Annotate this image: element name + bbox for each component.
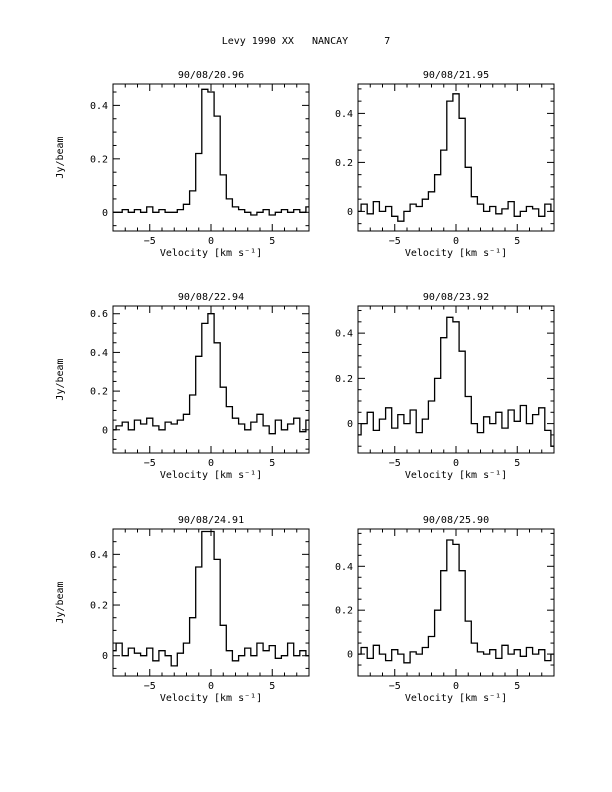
x-tick-label: 0 [208,681,214,692]
plot-frame [357,83,555,232]
y-tick-label: 0 [347,207,353,218]
x-tick-label: −5 [389,458,401,469]
x-tick-label: −5 [389,681,401,692]
spectrum-panel-2: 90/08/21.95 −5 0 5 0 0.2 0.4 Velocity [km s⁻¹] [335,70,555,259]
panel-title: 90/08/22.94 [178,292,244,303]
x-tick-label: −5 [144,458,156,469]
spectrum-panel-6: 90/08/25.90 −5 0 5 0 0.2 0.4 Velocity [km s⁻¹] [335,515,555,704]
page-title: Levy 1990 XX NANCAY 7 [221,36,391,47]
x-tick-label: 5 [514,681,520,692]
spectrum-line [113,88,309,216]
plot-frame [112,528,310,677]
y-tick-label: 0.4 [90,101,108,112]
y-tick-label: 0 [347,419,353,430]
spectrum-panel-5: 90/08/24.91 −5 0 5 0 0.2 0.4 Velocity [km s⁻¹] J… [55,515,310,704]
panel-title: 90/08/21.95 [423,70,489,81]
spectrum-line [358,93,554,222]
x-tick-label: 0 [453,681,459,692]
x-tick-label: 5 [514,236,520,247]
y-tick-label: 0.2 [90,154,108,165]
x-axis-label: Velocity [km s⁻¹] [405,693,507,704]
x-tick-label: 0 [453,458,459,469]
x-tick-label: −5 [144,681,156,692]
x-axis-label: Velocity [km s⁻¹] [160,470,262,481]
panel-title: 90/08/23.92 [423,292,489,303]
spectrum-line [358,316,554,447]
y-tick-label: 0 [347,650,353,661]
y-tick-label: 0.2 [335,606,353,617]
x-tick-label: 0 [208,236,214,247]
x-axis-label: Velocity [km s⁻¹] [160,248,262,259]
y-axis-label: Jy/beam [55,358,66,400]
x-axis-label: Velocity [km s⁻¹] [405,470,507,481]
y-tick-label: 0 [102,651,108,662]
x-axis-label: Velocity [km s⁻¹] [160,693,262,704]
plot-frame [357,528,555,677]
panel-title: 90/08/20.96 [178,70,244,81]
y-tick-label: 0.2 [90,387,108,398]
x-tick-label: 5 [269,458,275,469]
spectrum-panel-1: 90/08/20.96 −5 0 5 0 0.2 0.4 Velocity [km s⁻¹] J… [55,70,310,259]
x-tick-label: 0 [453,236,459,247]
y-tick-label: 0.4 [90,348,108,359]
y-tick-label: 0.2 [335,158,353,169]
x-tick-label: 0 [208,458,214,469]
spectrum-line [358,539,554,664]
y-axis-label: Jy/beam [55,136,66,178]
y-tick-label: 0.2 [90,601,108,612]
x-axis-label: Velocity [km s⁻¹] [405,248,507,259]
y-tick-label: 0.2 [335,374,353,385]
x-tick-label: −5 [144,236,156,247]
y-axis-label: Jy/beam [55,581,66,623]
x-tick-label: 5 [514,458,520,469]
panel-title: 90/08/25.90 [423,515,489,526]
x-tick-label: 5 [269,236,275,247]
y-tick-label: 0 [102,425,108,436]
x-tick-label: −5 [389,236,401,247]
plot-frame [357,305,555,454]
x-tick-label: 5 [269,681,275,692]
spectrum-panel-4: 90/08/23.92 −5 0 5 0 0.2 0.4 Velocity [km s⁻¹] [335,292,555,481]
spectrum-line [113,530,309,667]
y-tick-label: 0.4 [335,562,353,573]
spectrum-line [113,313,309,435]
y-tick-label: 0.4 [335,329,353,340]
y-tick-label: 0 [102,208,108,219]
y-tick-label: 0.6 [90,309,108,320]
y-tick-label: 0.4 [335,109,353,120]
plot-frame [112,305,310,454]
spectrum-panel-3: 90/08/22.94 −5 0 5 0 0.2 0.4 0.6 Velocity [km s⁻… [55,292,310,481]
plot-frame [112,83,310,232]
panel-title: 90/08/24.91 [178,515,244,526]
y-tick-label: 0.4 [90,550,108,561]
